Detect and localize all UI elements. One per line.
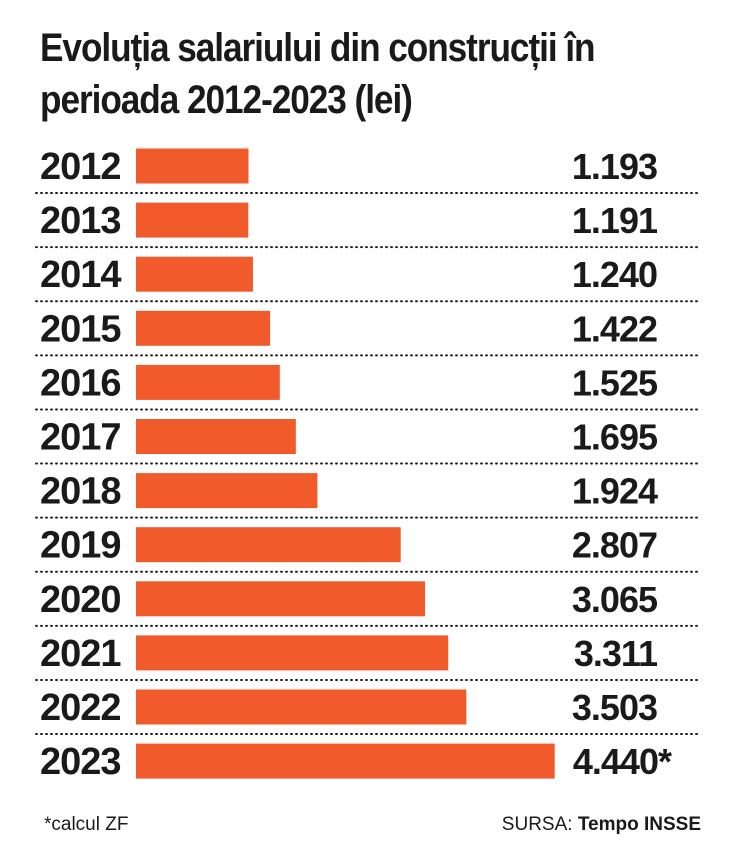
value-label-2014: 1.240 [572,254,657,295]
year-label-2020: 2020 [40,579,121,621]
bar-2014 [136,256,253,292]
bar-2013 [136,202,249,238]
year-label-2023: 2023 [40,741,121,783]
year-label-2012: 2012 [40,146,121,188]
year-label-2013: 2013 [40,200,121,242]
chart-title: Evoluția salariului din construcții în p… [40,26,596,122]
value-label-2018: 1.924 [572,471,658,512]
source-note: SURSA: Tempo INSSE [502,814,701,836]
bar-2021 [136,635,449,671]
bar-2017 [136,419,296,454]
year-label-2015: 2015 [40,308,121,350]
value-label-2021: 3.311 [574,633,658,674]
value-label-2019: 2.807 [572,525,657,566]
value-label-2017: 1.695 [572,417,658,458]
bar-2022 [136,689,467,725]
year-label-2017: 2017 [40,417,121,459]
bar-2020 [136,581,426,617]
bar-2012 [136,148,249,184]
bar-2018 [136,473,318,509]
year-label-2021: 2021 [40,633,121,675]
source-label: SURSA: [501,814,573,835]
bar-2016 [136,364,280,400]
value-label-2015: 1.422 [572,308,657,349]
source-name: Tempo INSSE [577,814,701,835]
footnote: *calcul ZF [44,814,129,835]
value-label-2012: 1.193 [572,146,657,187]
bar-2019 [136,527,401,563]
bar-2023 [136,743,555,779]
year-label-2019: 2019 [40,525,121,567]
year-label-2014: 2014 [40,254,121,296]
year-label-2022: 2022 [40,687,121,729]
year-label-2018: 2018 [40,471,121,513]
value-label-2022: 3.503 [572,687,657,728]
value-label-2023: 4.440* [573,741,672,782]
value-label-2016: 1.525 [572,362,658,403]
year-label-2016: 2016 [40,362,121,404]
value-label-2013: 1.191 [572,200,658,241]
bar-2015 [136,310,271,346]
value-label-2020: 3.065 [572,579,658,620]
